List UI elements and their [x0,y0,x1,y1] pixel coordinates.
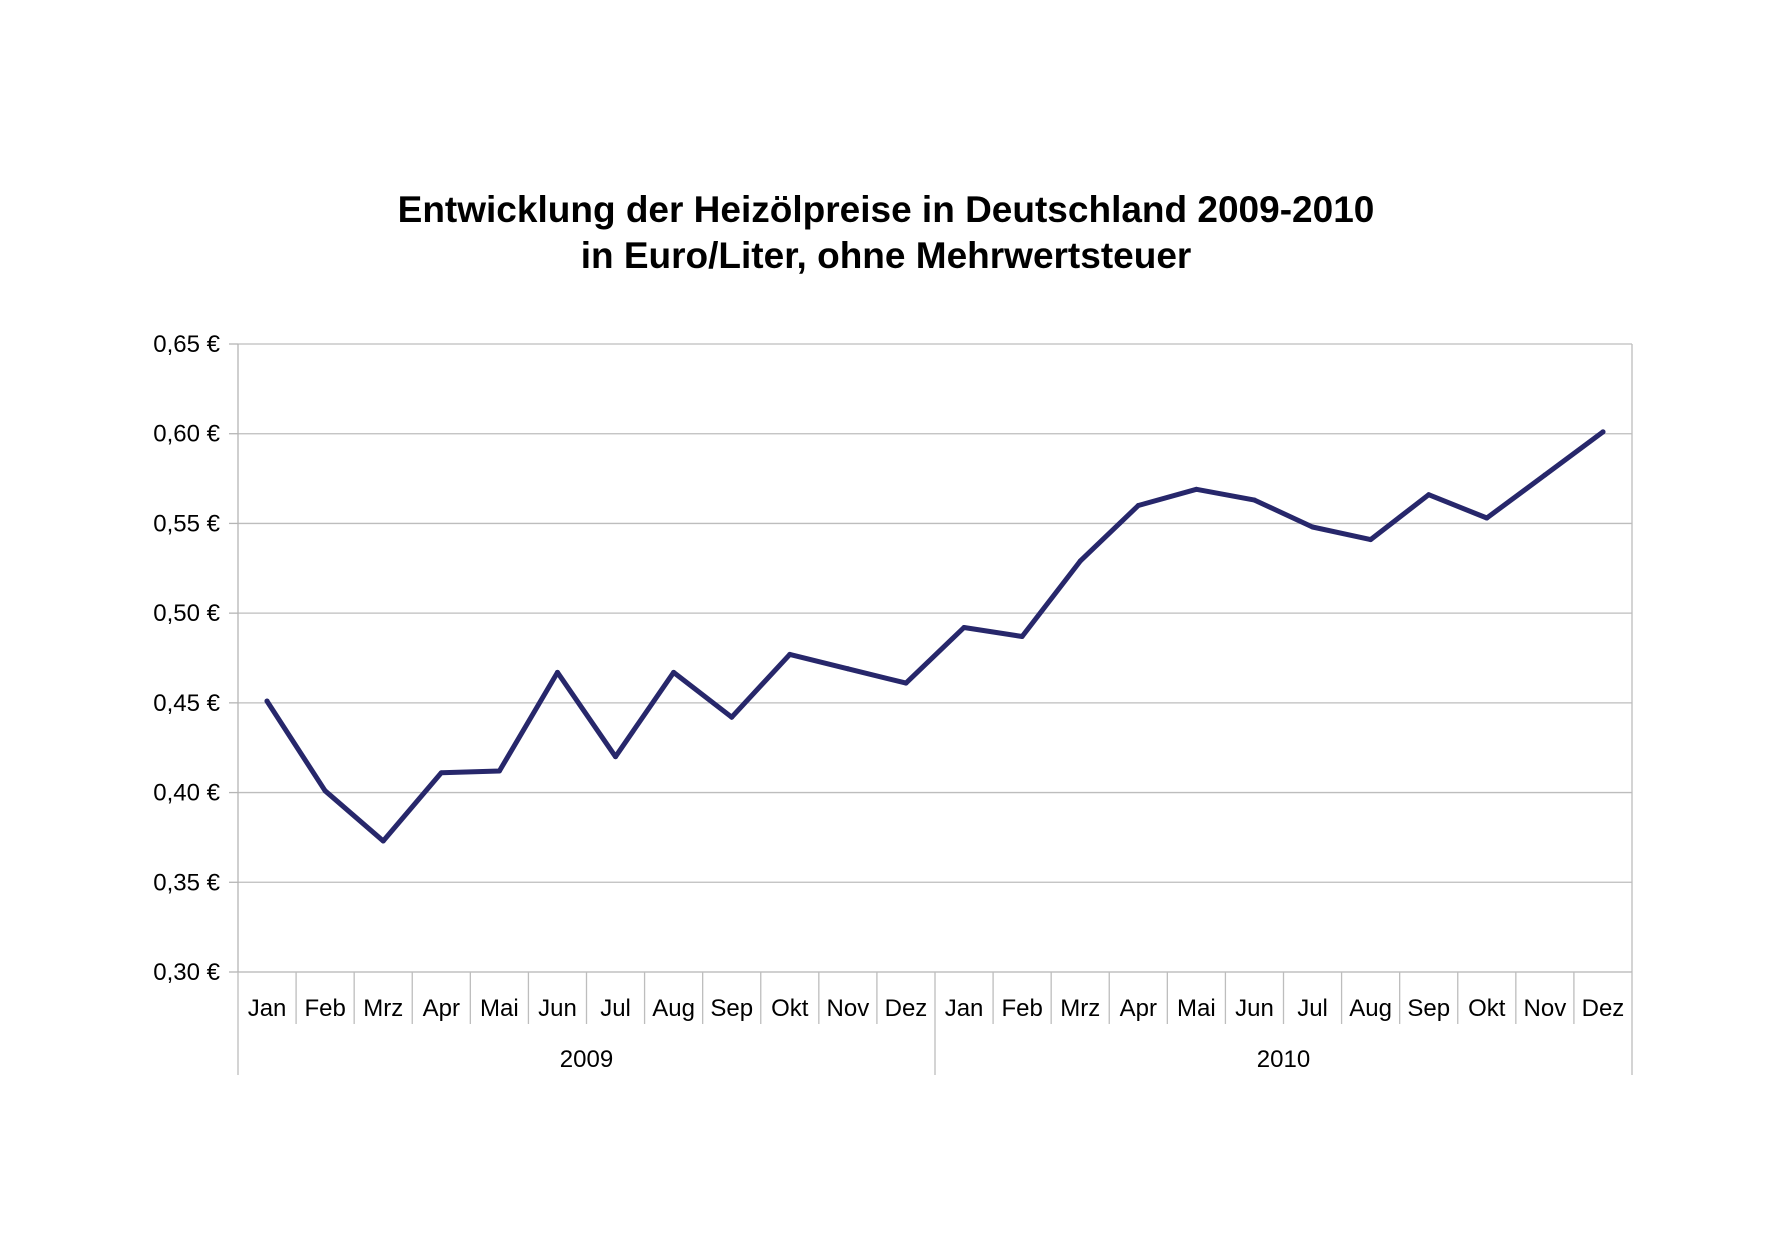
x-tick-label: Sep [1407,995,1450,1022]
data-point [1600,429,1606,435]
data-point [961,624,967,630]
chart-title: Entwicklung der Heizölpreise in Deutschl… [398,189,1375,230]
x-tick-label: Dez [1582,995,1625,1022]
y-tick-label: 0,65 € [153,331,220,358]
data-point [1077,558,1083,564]
x-tick-label: Jul [1297,995,1328,1022]
x-tick-label: Mrz [1060,995,1100,1022]
x-tick-label: Sep [710,995,753,1022]
data-point [496,768,502,774]
x-tick-label: Feb [1001,995,1042,1022]
data-point [671,669,677,675]
x-tick-label: Dez [885,995,928,1022]
x-tick-label: Jan [248,995,287,1022]
x-tick-label: Nov [827,995,870,1022]
y-tick-label: 0,30 € [153,959,220,986]
data-point [903,680,909,686]
data-point [380,838,386,844]
data-point [1135,502,1141,508]
data-point [1484,515,1490,521]
y-tick-label: 0,60 € [153,421,220,448]
data-point [1426,492,1432,498]
data-point [1310,524,1316,530]
data-point [1251,497,1257,503]
x-tick-label: Nov [1524,995,1567,1022]
x-tick-label: Aug [1349,995,1392,1022]
y-tick-label: 0,45 € [153,690,220,717]
x-tick-label: Mai [480,995,519,1022]
plot-area: 0,30 € 0,35 € 0,40 € 0,45 € 0,50 € 0,55 € 0,60… [153,331,1633,1075]
data-point [554,669,560,675]
data-point [729,714,735,720]
year-group-label: 2010 [1257,1046,1310,1073]
data-point [1193,486,1199,492]
data-point [613,754,619,760]
x-tick-label: Okt [771,995,809,1022]
y-tick-label: 0,40 € [153,780,220,807]
year-group-label: 2009 [560,1046,613,1073]
y-tick-label: 0,55 € [153,510,220,537]
data-point [845,666,851,672]
series-line [264,429,1606,844]
x-tick-label: Jun [1235,995,1274,1022]
x-tick-label: Feb [304,995,345,1022]
x-tick-label: Aug [652,995,695,1022]
x-tick-label: Apr [423,995,460,1022]
x-tick-label: Mrz [363,995,403,1022]
data-point [264,698,270,704]
data-point [438,770,444,776]
data-point [1368,537,1374,543]
data-point [787,651,793,657]
x-tick-label: Jun [538,995,577,1022]
data-point [322,788,328,794]
x-tick-label: Okt [1468,995,1506,1022]
x-tick-label: Jul [600,995,631,1022]
chart-subtitle: in Euro/Liter, ohne Mehrwertsteuer [581,235,1192,276]
data-point [1542,472,1548,478]
x-tick-label: Mai [1177,995,1216,1022]
data-point [1019,633,1025,639]
y-tick-label: 0,50 € [153,600,220,627]
x-tick-label: Jan [945,995,984,1022]
y-tick-label: 0,35 € [153,869,220,896]
x-tick-label: Apr [1120,995,1157,1022]
